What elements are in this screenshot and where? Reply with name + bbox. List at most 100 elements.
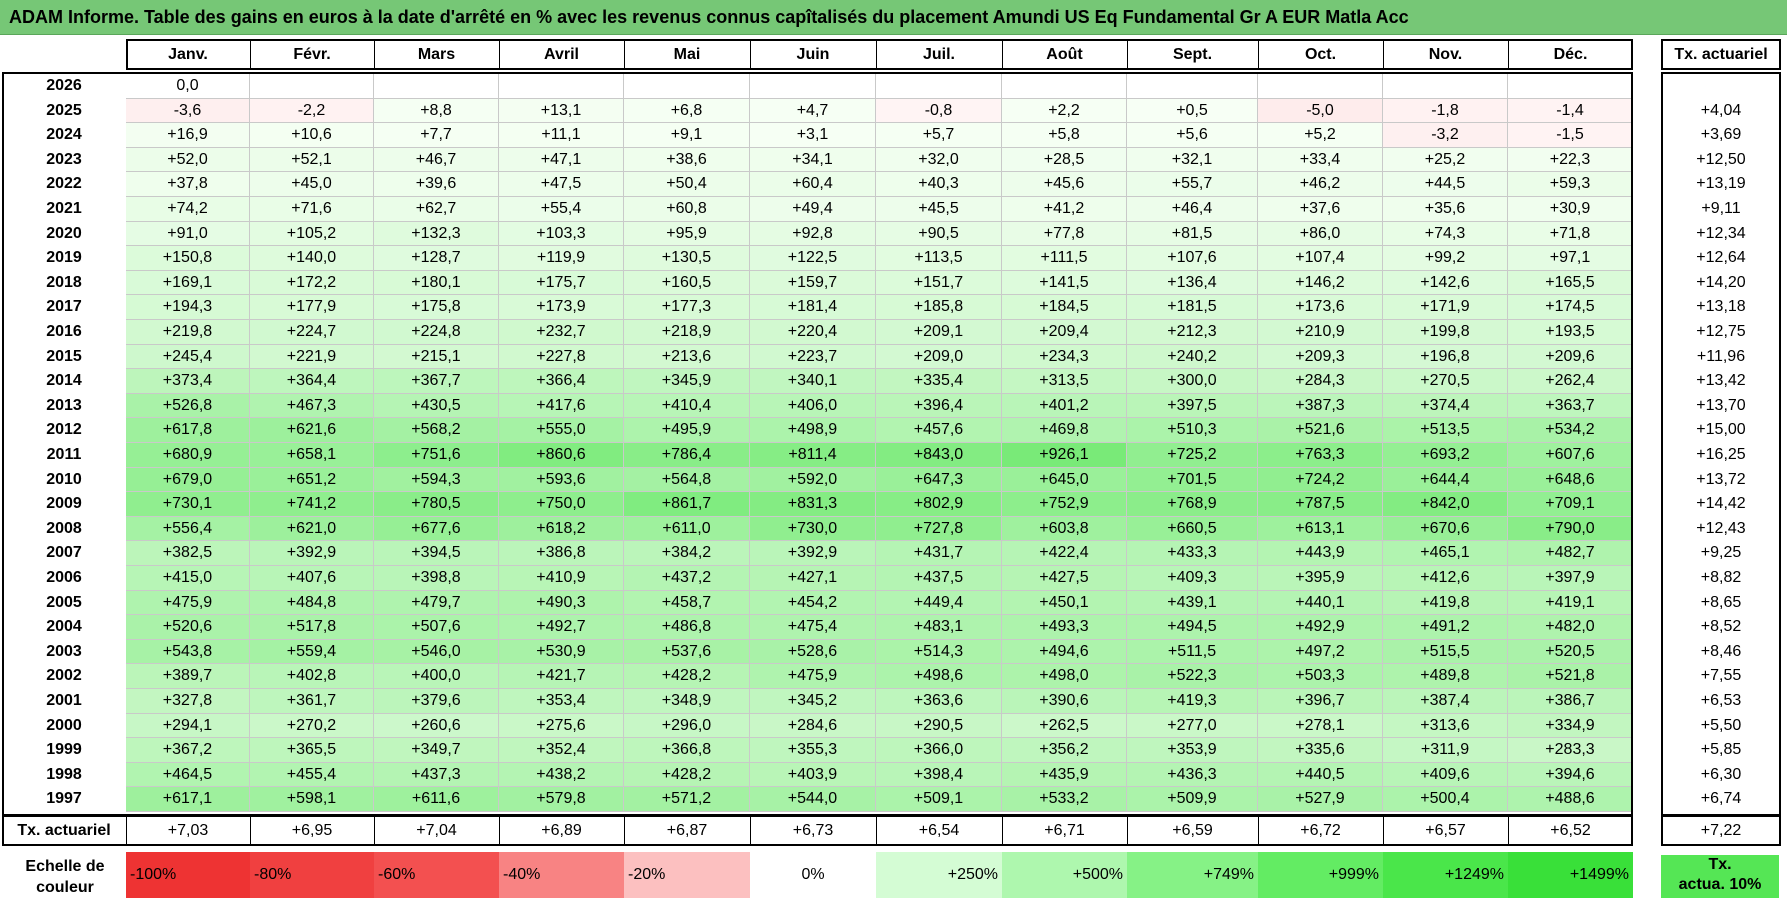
table-cell: +345,2 bbox=[750, 689, 876, 714]
table-cell: +613,1 bbox=[1258, 516, 1383, 542]
year-label: 1999 bbox=[46, 741, 82, 759]
table-cell bbox=[1002, 74, 1127, 99]
table-cell: +209,0 bbox=[876, 344, 1002, 370]
year-label: 2026 bbox=[46, 77, 82, 94]
year-label: 2007 bbox=[46, 544, 82, 562]
table-cell: +660,5 bbox=[1127, 516, 1258, 542]
rate-cell: +14,20 bbox=[1696, 273, 1746, 291]
table-cell: +645,0 bbox=[1002, 467, 1127, 493]
table-cell: +479,7 bbox=[374, 590, 499, 616]
table-cell: +361,7 bbox=[250, 689, 374, 714]
table-cell: +387,4 bbox=[1383, 689, 1508, 714]
table-cell: +647,3 bbox=[876, 467, 1002, 493]
table-cell: +177,3 bbox=[624, 295, 750, 320]
footer-cell: +6,89 bbox=[541, 822, 582, 839]
table-cell: +77,8 bbox=[1002, 221, 1127, 247]
table-cell: +5,7 bbox=[876, 123, 1002, 148]
table-cell: +537,6 bbox=[624, 639, 750, 665]
table-cell: +45,5 bbox=[876, 197, 1002, 222]
table-cell: +5,8 bbox=[1002, 123, 1127, 148]
table-cell: +270,5 bbox=[1383, 369, 1508, 394]
table-cell: +592,0 bbox=[750, 467, 876, 493]
table-cell: +169,1 bbox=[126, 270, 250, 296]
table-cell: +409,3 bbox=[1127, 566, 1258, 591]
year-label: 2002 bbox=[46, 667, 82, 685]
table-cell: +571,2 bbox=[624, 787, 750, 812]
header-divider bbox=[876, 39, 877, 70]
table-cell: +46,4 bbox=[1127, 197, 1258, 222]
legend-label: Echelle de couleur bbox=[25, 858, 105, 896]
table-cell: +35,6 bbox=[1383, 197, 1508, 222]
legend-swatch: 0% bbox=[750, 852, 876, 898]
year-label: 2011 bbox=[46, 446, 82, 463]
footer-divider bbox=[1127, 815, 1128, 846]
rate-cell: +13,70 bbox=[1696, 396, 1746, 414]
table-cell: +38,6 bbox=[624, 147, 750, 173]
year-label: 1997 bbox=[46, 790, 82, 808]
table-cell: +701,5 bbox=[1127, 467, 1258, 493]
table-cell: +142,6 bbox=[1383, 270, 1508, 296]
table-cell: +386,7 bbox=[1508, 689, 1633, 714]
footer-divider bbox=[499, 815, 500, 846]
month-header: Avril bbox=[544, 46, 579, 63]
table-cell: +564,8 bbox=[624, 467, 750, 493]
table-cell: +415,0 bbox=[126, 566, 250, 591]
table-cell: +165,5 bbox=[1508, 270, 1633, 296]
table-cell: +483,1 bbox=[876, 615, 1002, 640]
table-cell: +270,2 bbox=[250, 713, 374, 739]
table-cell: +313,6 bbox=[1383, 713, 1508, 739]
table-cell: +185,8 bbox=[876, 295, 1002, 320]
table-cell: +45,0 bbox=[250, 172, 374, 197]
table-cell: +486,8 bbox=[624, 615, 750, 640]
rate-cell: +11,96 bbox=[1696, 347, 1746, 365]
table-cell: +353,9 bbox=[1127, 738, 1258, 763]
table-cell: +533,2 bbox=[1002, 787, 1127, 812]
table-cell: +503,3 bbox=[1258, 664, 1383, 689]
table-cell: +598,1 bbox=[250, 787, 374, 812]
table-cell: +150,8 bbox=[126, 246, 250, 271]
rate-cell: +8,46 bbox=[1700, 642, 1742, 660]
table-cell: +146,2 bbox=[1258, 270, 1383, 296]
table-cell: +275,6 bbox=[499, 713, 624, 739]
table-cell: +534,2 bbox=[1508, 418, 1633, 443]
table-cell: +763,3 bbox=[1258, 443, 1383, 468]
table-cell: +680,9 bbox=[126, 443, 250, 468]
table-cell: -1,8 bbox=[1383, 98, 1508, 124]
table-cell: +679,0 bbox=[126, 467, 250, 493]
year-label: 2000 bbox=[46, 716, 82, 734]
table-cell: +28,5 bbox=[1002, 147, 1127, 173]
table-cell: +527,9 bbox=[1258, 787, 1383, 812]
table-cell: +199,8 bbox=[1383, 320, 1508, 345]
table-cell: +364,4 bbox=[250, 369, 374, 394]
table-cell: +440,5 bbox=[1258, 762, 1383, 788]
table-cell: +175,7 bbox=[499, 270, 624, 296]
table-cell: +174,5 bbox=[1508, 295, 1633, 320]
month-header: Juil. bbox=[922, 46, 955, 63]
rate-cell: +5,50 bbox=[1700, 716, 1742, 734]
table-cell: +356,2 bbox=[1002, 738, 1127, 763]
table-cell: +245,4 bbox=[126, 344, 250, 370]
rate-cell: +6,74 bbox=[1700, 790, 1742, 808]
table-cell: +30,9 bbox=[1508, 197, 1633, 222]
table-cell: +224,7 bbox=[250, 320, 374, 345]
rate-cell: +13,42 bbox=[1696, 372, 1746, 390]
header-divider bbox=[1383, 39, 1384, 70]
table-cell: +367,7 bbox=[374, 369, 499, 394]
header-divider bbox=[1127, 39, 1128, 70]
table-cell: +5,2 bbox=[1258, 123, 1383, 148]
table-cell: +530,9 bbox=[499, 639, 624, 665]
table-cell: +33,4 bbox=[1258, 147, 1383, 173]
year-label: 1998 bbox=[46, 765, 82, 783]
year-label: 2021 bbox=[46, 200, 82, 217]
table-cell: +7,7 bbox=[374, 123, 499, 148]
table-cell: +450,1 bbox=[1002, 590, 1127, 616]
table-cell: +392,9 bbox=[250, 541, 374, 566]
table-cell: +363,6 bbox=[876, 689, 1002, 714]
year-label: 2006 bbox=[46, 569, 82, 586]
table-cell: +60,8 bbox=[624, 197, 750, 222]
table-cell: +37,6 bbox=[1258, 197, 1383, 222]
table-cell: +44,5 bbox=[1383, 172, 1508, 197]
table-cell: +618,2 bbox=[499, 516, 624, 542]
table-cell: +355,3 bbox=[750, 738, 876, 763]
month-header: Juin bbox=[796, 46, 830, 63]
